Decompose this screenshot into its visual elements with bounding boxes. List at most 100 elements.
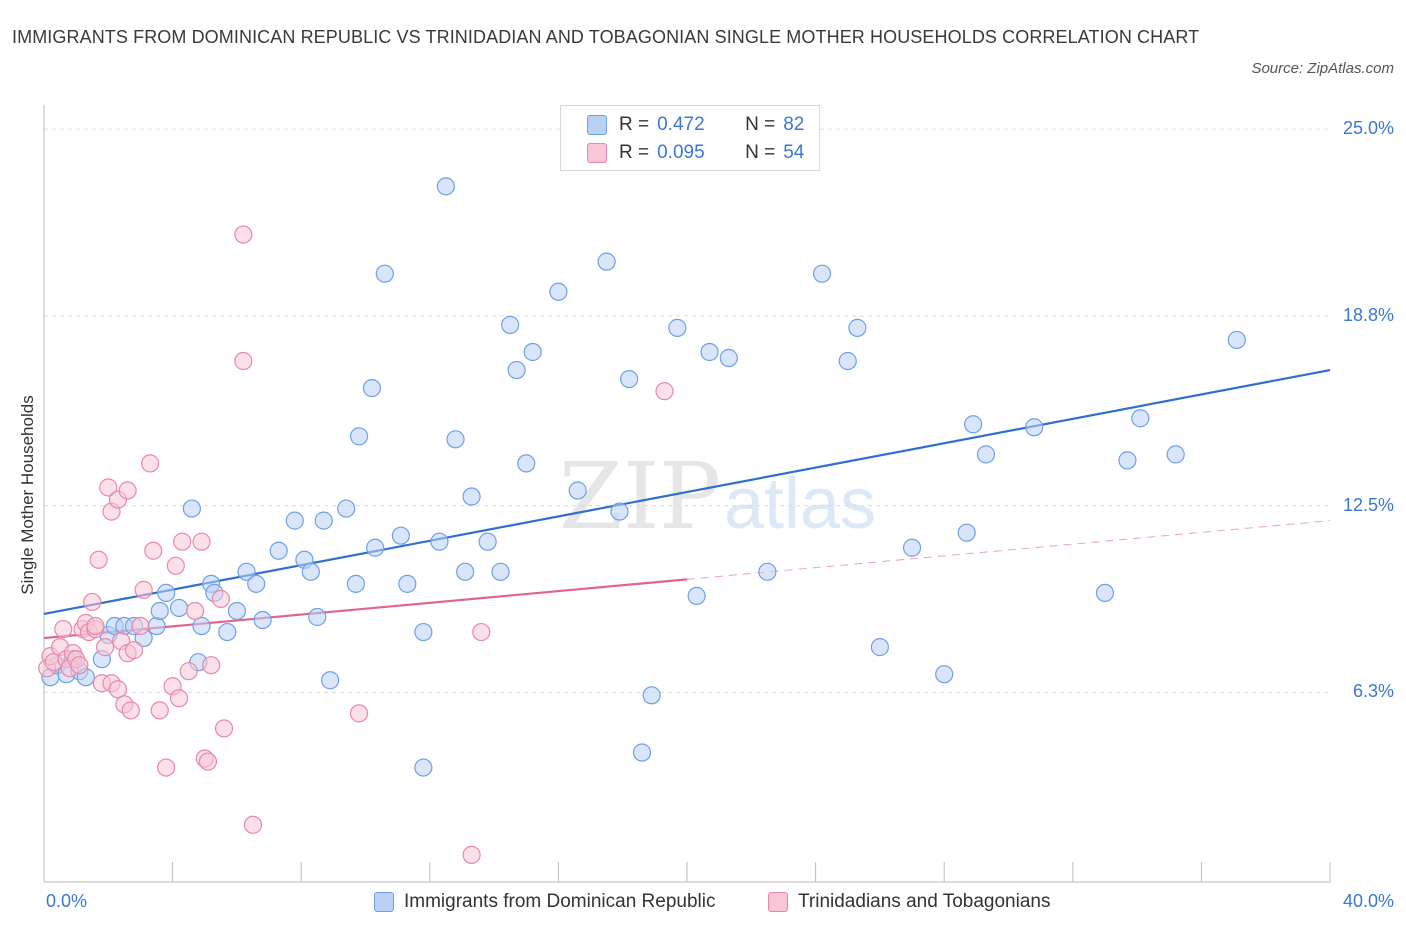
blue-data-point xyxy=(192,616,211,636)
blue-data-point xyxy=(285,511,304,530)
y-tick-label: 18.8% xyxy=(1342,304,1394,325)
r-value: 0.472 xyxy=(657,114,705,135)
blue-data-point xyxy=(349,427,369,446)
blue-data-point xyxy=(620,369,639,389)
blue-data-point xyxy=(414,622,433,642)
blue-data-point xyxy=(700,342,719,362)
y-axis-label: Single Mother Households xyxy=(18,395,37,595)
data-points xyxy=(38,177,1246,864)
watermark-zip: ZIP xyxy=(559,443,721,550)
blue-data-point xyxy=(642,686,661,705)
pink-data-point xyxy=(462,845,481,864)
pink-data-point xyxy=(124,641,144,660)
pink-data-point xyxy=(118,481,137,500)
pink-data-point xyxy=(89,550,108,569)
blue-data-point xyxy=(337,499,356,518)
blue-data-point xyxy=(247,574,266,593)
pink-data-point xyxy=(121,701,140,720)
blue-data-point xyxy=(687,586,706,606)
blue-data-point xyxy=(1131,409,1150,428)
blue-data-point xyxy=(935,665,954,684)
blue-data-point xyxy=(632,743,652,762)
blue-data-point xyxy=(523,342,542,362)
pink-data-point xyxy=(169,689,189,708)
watermark-atlas: atlas xyxy=(724,464,876,544)
blue-data-point xyxy=(870,638,890,657)
pink-data-point xyxy=(349,704,369,723)
n-label: N = xyxy=(745,114,776,135)
blue-data-point xyxy=(1227,330,1246,350)
n-label: N = xyxy=(745,142,776,163)
source-label: Source: ZipAtlas.com xyxy=(1251,60,1394,77)
chart-title: IMMIGRANTS FROM DOMINICAN REPUBLIC VS TR… xyxy=(12,27,1200,47)
pink-data-point xyxy=(134,580,153,599)
pink-data-point xyxy=(95,638,115,657)
x-tick-label-min: 0.0% xyxy=(46,891,88,911)
blue-data-point xyxy=(838,351,857,371)
pink-data-point xyxy=(472,622,491,642)
blue-data-point xyxy=(414,758,433,777)
legend-swatch-blue xyxy=(374,892,394,912)
blue-data-point xyxy=(1118,451,1137,470)
pink-data-point xyxy=(655,382,674,401)
blue-data-point xyxy=(976,445,996,464)
blue-data-point xyxy=(150,601,169,621)
blue-data-point xyxy=(462,487,481,506)
blue-data-point xyxy=(227,601,246,621)
blue-data-point xyxy=(597,252,616,271)
blue-data-point xyxy=(157,583,176,603)
blue-data-point xyxy=(549,282,568,301)
pink-data-point xyxy=(243,815,263,834)
pink-data-point xyxy=(192,532,211,551)
blue-data-point xyxy=(610,502,629,521)
blue-data-point xyxy=(308,607,327,627)
blue-data-point xyxy=(436,177,455,196)
blue-data-point xyxy=(517,454,536,473)
blue-data-point xyxy=(758,562,777,581)
blue-data-point xyxy=(314,511,333,530)
legend-series-name: Immigrants from Dominican Republic xyxy=(404,891,716,912)
x-tick-label-max: 40.0% xyxy=(1342,891,1394,911)
blue-data-point xyxy=(430,532,449,551)
y-tick-label: 6.3% xyxy=(1352,681,1394,702)
blue-data-point xyxy=(1095,583,1115,603)
n-value: 82 xyxy=(783,114,805,135)
pink-data-point xyxy=(198,752,218,771)
pink-data-point xyxy=(202,656,221,675)
blue-data-point xyxy=(668,318,687,337)
pink-data-point xyxy=(140,454,160,473)
blue-data-point xyxy=(902,538,922,557)
pink-trend-line-extension xyxy=(686,520,1331,580)
blue-data-point xyxy=(1166,445,1185,464)
axes xyxy=(43,105,1331,883)
blue-data-point xyxy=(321,671,340,690)
watermark: ZIP atlas xyxy=(559,443,876,550)
pink-data-point xyxy=(144,541,163,560)
blue-data-point xyxy=(719,348,738,368)
stats-legend-row-blue: R = 0.472 N = 82 xyxy=(587,112,804,138)
blue-data-point xyxy=(375,264,394,283)
blue-data-point xyxy=(964,415,983,434)
blue-data-point xyxy=(301,562,320,581)
pink-data-point xyxy=(86,616,105,636)
blue-data-point xyxy=(456,562,475,581)
pink-data-point xyxy=(108,680,128,699)
blue-data-point xyxy=(812,264,832,283)
blue-data-point xyxy=(1025,418,1044,437)
pink-data-point xyxy=(150,701,169,720)
blue-data-point xyxy=(957,523,976,542)
legend-swatch-pink xyxy=(768,892,788,912)
blue-data-point xyxy=(182,499,201,518)
pink-data-point xyxy=(234,351,253,371)
series-legend-pink: Trinidadians and Tobagonians xyxy=(768,889,1050,915)
r-value: 0.095 xyxy=(657,142,705,163)
pink-data-point xyxy=(234,225,253,244)
blue-data-point xyxy=(362,379,382,398)
blue-data-point xyxy=(568,481,587,500)
blue-data-point xyxy=(398,574,417,593)
blue-data-point xyxy=(507,360,526,380)
stats-legend-row-pink: R = 0.095 N = 54 xyxy=(587,140,804,166)
pink-data-point xyxy=(173,532,192,551)
pink-data-point xyxy=(83,592,102,612)
